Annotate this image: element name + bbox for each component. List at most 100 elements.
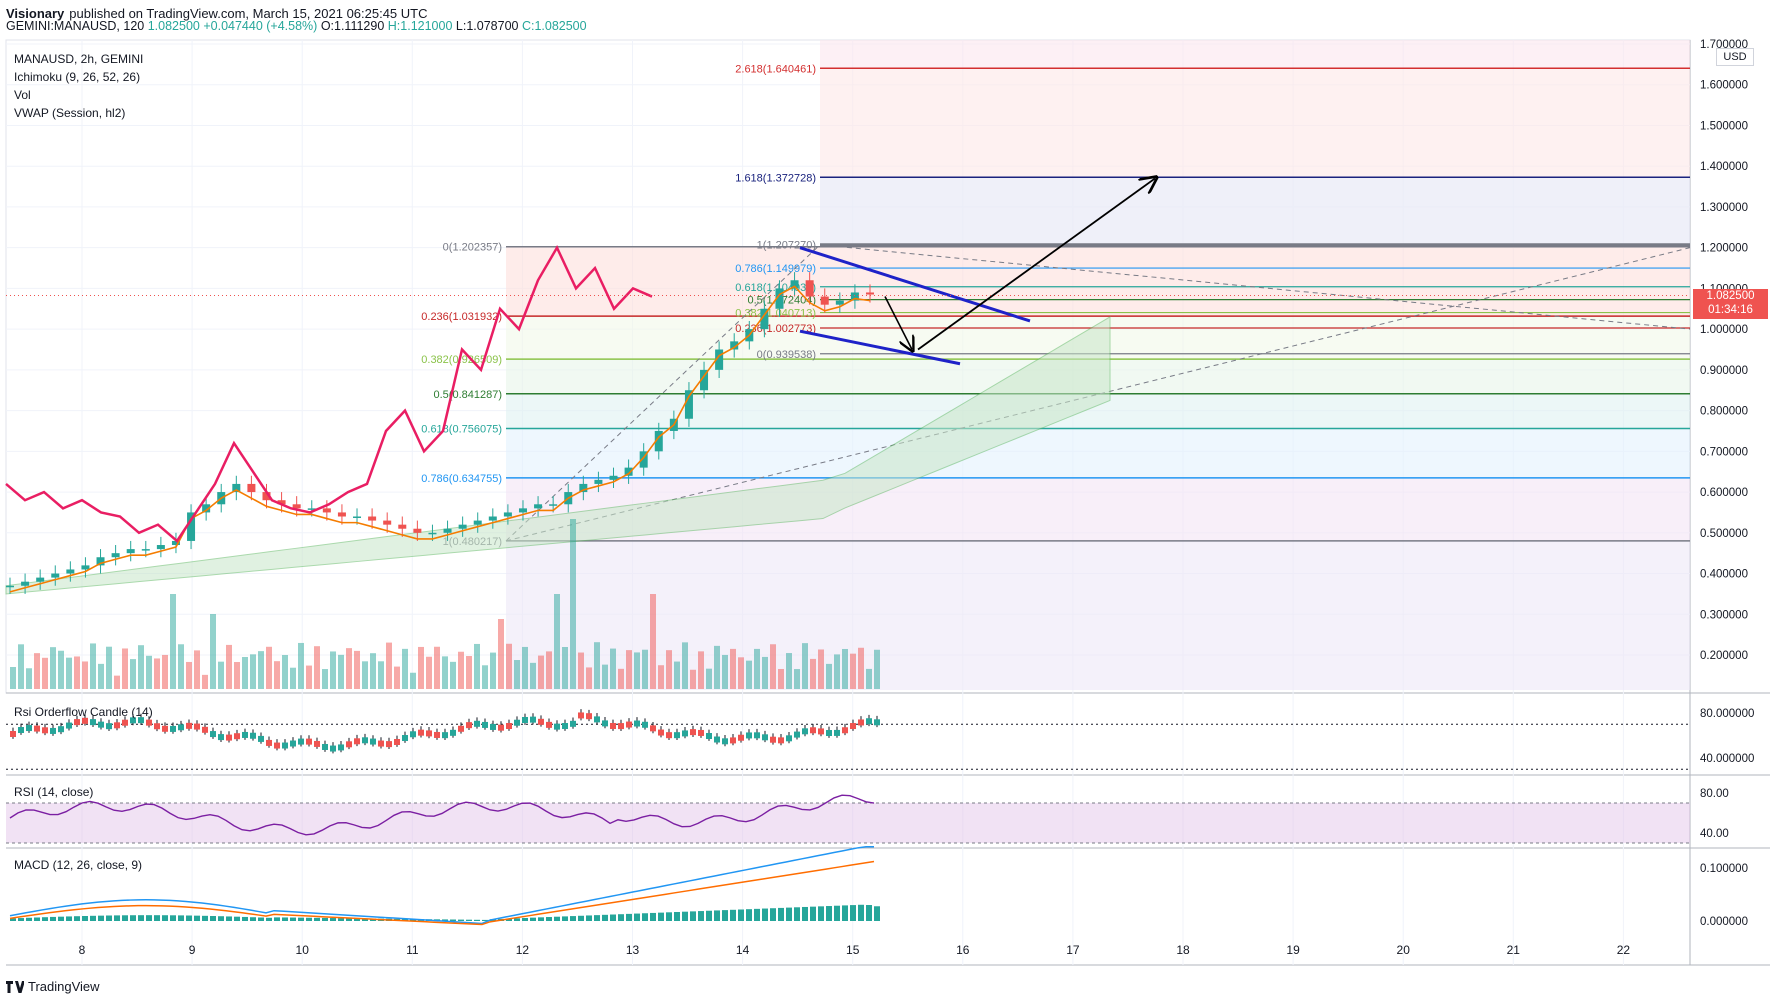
candle-body	[126, 549, 135, 554]
volume-bar	[314, 646, 320, 689]
volume-bar	[362, 661, 368, 689]
macd-histogram-bar	[322, 917, 328, 921]
orderflow-candle	[170, 725, 176, 732]
macd-histogram-bar	[146, 915, 152, 921]
volume-bar	[578, 652, 584, 689]
macd-histogram-bar	[234, 916, 240, 921]
time-axis-label: 14	[736, 943, 750, 957]
candle-body	[51, 573, 60, 578]
published-text: published on TradingView.com, March 15, …	[69, 5, 428, 21]
orderflow-candle	[50, 727, 56, 734]
rsi-title[interactable]: RSI (14, close)	[14, 785, 94, 799]
macd-axis-label: 0.100000	[1700, 863, 1748, 875]
arrow-down	[884, 296, 912, 350]
ichimoku-cloud	[5, 316, 1111, 595]
macd-histogram-bar	[730, 909, 736, 921]
rsi-orderflow-title[interactable]: Rsi Orderflow Candle (14)	[14, 705, 153, 719]
orderflow-candle	[458, 725, 464, 732]
volume-bar	[658, 665, 664, 689]
trend-line-upper	[799, 246, 1031, 323]
candle-body	[36, 577, 45, 582]
orderflow-candle	[794, 731, 800, 738]
orderflow-candle	[122, 719, 128, 726]
orderflow-candle	[114, 722, 120, 729]
macd-line	[9, 846, 874, 925]
volume-bar	[178, 644, 184, 689]
volume-bar	[98, 663, 104, 689]
orderflow-candle	[498, 724, 504, 731]
volume-bar	[290, 667, 296, 689]
orderflow-candle	[82, 717, 88, 724]
publisher-name[interactable]: Visionary	[6, 5, 65, 21]
macd-histogram-bar	[266, 917, 272, 921]
vwap-legend[interactable]: VWAP (Session, hl2)	[14, 106, 126, 120]
volume-bar	[826, 663, 832, 689]
volume-bar	[258, 651, 264, 689]
orderflow-candle	[610, 722, 616, 729]
orderflow-candle	[842, 727, 848, 734]
macd-title[interactable]: MACD (12, 26, close, 9)	[14, 858, 143, 872]
volume-bar	[282, 655, 288, 689]
currency-box[interactable]: USD	[1716, 48, 1754, 66]
macd-histogram-bar	[170, 915, 176, 921]
volume-bar	[106, 646, 112, 689]
time-axis-label: 9	[189, 943, 196, 957]
macd-histogram-bar	[778, 907, 784, 921]
volume-bar	[298, 642, 304, 689]
volume-bar	[482, 665, 488, 689]
price-axis-label: 0.800000	[1700, 406, 1748, 418]
orderflow-candle	[370, 738, 376, 745]
fib-zone	[820, 177, 1690, 245]
orderflow-candle	[690, 729, 696, 736]
macd-histogram-bar	[530, 917, 536, 921]
volume-bar	[778, 668, 784, 689]
orderflow-candle	[322, 743, 328, 750]
macd-histogram-bar	[666, 912, 672, 921]
orderflow-candle	[778, 737, 784, 744]
chikou-span-line	[5, 244, 653, 543]
volume-bar	[602, 664, 608, 689]
macd-histogram-bar	[722, 910, 728, 921]
price-axis-label: 0.500000	[1700, 528, 1748, 540]
ichimoku-legend[interactable]: Ichimoku (9, 26, 52, 26)	[14, 70, 141, 84]
volume-bar	[586, 667, 592, 689]
volume-bar	[698, 651, 704, 689]
macd-histogram-bar	[746, 909, 752, 921]
volume-bar	[154, 658, 160, 689]
orderflow-candle	[866, 718, 872, 725]
rsi-band-fill	[6, 803, 1690, 843]
volume-bar	[514, 660, 520, 689]
candle-body	[202, 504, 211, 513]
orderflow-candle	[698, 729, 704, 736]
volume-bar	[394, 666, 400, 689]
price-axis-label: 1.000000	[1700, 324, 1748, 336]
candle-body	[534, 504, 543, 509]
volume-bar	[546, 651, 552, 689]
candle-body	[654, 430, 663, 452]
symbol-title[interactable]: GEMINI:MANAUSD, 120	[6, 19, 145, 33]
vol-legend[interactable]: Vol	[14, 88, 31, 102]
volume-bar	[170, 594, 176, 689]
candle-body	[232, 483, 241, 493]
orderflow-candle	[378, 740, 384, 747]
volume-bar	[842, 648, 848, 689]
orderflow-candle	[314, 740, 320, 747]
volume-bar	[850, 653, 856, 689]
volume-bar	[794, 669, 800, 689]
candle-body	[398, 524, 407, 529]
volume-bar	[738, 657, 744, 689]
main-legend-title[interactable]: MANAUSD, 2h, GEMINI	[14, 52, 144, 66]
volume-bar	[194, 650, 200, 689]
macd-histogram-bar	[186, 915, 192, 921]
volume-bar	[770, 644, 776, 689]
macd-histogram-bar	[794, 907, 800, 921]
volume-bar	[162, 654, 168, 689]
macd-histogram-bar	[218, 916, 224, 921]
candle-body	[700, 369, 709, 391]
macd-histogram-bar	[138, 915, 144, 921]
high-value: H:1.121000	[387, 19, 453, 33]
candle-body	[443, 528, 452, 533]
macd-histogram-bar	[306, 917, 312, 921]
footer-brand[interactable]: TradingView	[6, 976, 100, 996]
